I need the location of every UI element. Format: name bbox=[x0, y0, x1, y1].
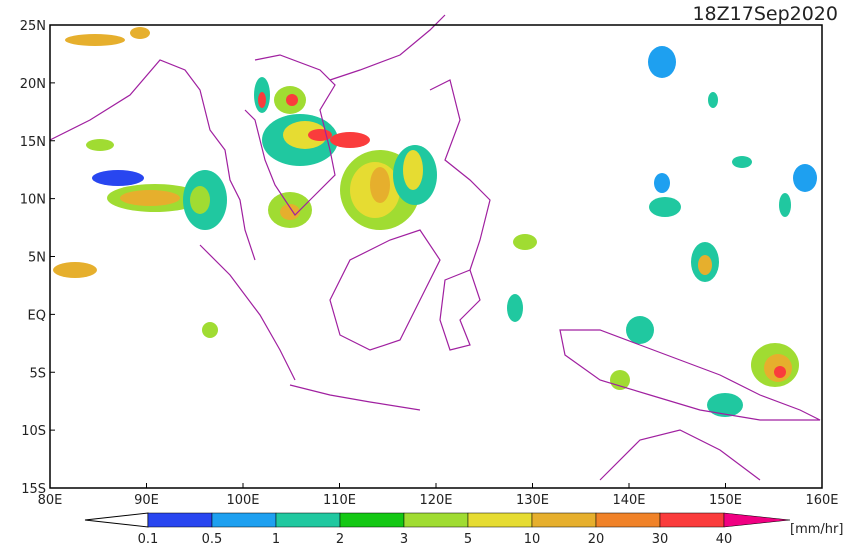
colorbar-label: 2 bbox=[336, 532, 344, 544]
colorbar-label: 0.1 bbox=[138, 532, 159, 544]
colorbar-cell bbox=[595, 512, 661, 528]
x-tick-label: 80E bbox=[38, 493, 63, 508]
colorbar-low bbox=[84, 512, 149, 528]
x-tick-label: 140E bbox=[612, 493, 645, 508]
colorbar-label: 5 bbox=[464, 532, 472, 544]
colorbar-label: 20 bbox=[588, 532, 605, 544]
y-tick-label: 15N bbox=[20, 135, 46, 150]
y-tick-label: 5S bbox=[29, 366, 46, 381]
map-title: 18Z17Sep2020 bbox=[692, 3, 838, 25]
y-tick-label: 25N bbox=[20, 19, 46, 34]
colorbar-cell bbox=[403, 512, 469, 528]
colorbar-label: 3 bbox=[400, 532, 408, 544]
y-tick-label: 15S bbox=[21, 482, 46, 497]
colorbar-unit: [mm/hr] bbox=[790, 522, 843, 537]
colorbar-label: 1 bbox=[272, 532, 280, 544]
x-tick-label: 90E bbox=[134, 493, 159, 508]
colorbar-cell bbox=[659, 512, 725, 528]
colorbar-cell bbox=[339, 512, 405, 528]
x-tick-label: 100E bbox=[226, 493, 259, 508]
rain-field bbox=[53, 27, 817, 417]
y-tick-label: 10S bbox=[21, 424, 46, 439]
y-tick-label: EQ bbox=[28, 308, 46, 323]
colorbar-label: 10 bbox=[524, 532, 541, 544]
x-tick-label: 120E bbox=[419, 493, 452, 508]
x-tick-label: 130E bbox=[516, 493, 549, 508]
x-tick-label: 110E bbox=[323, 493, 356, 508]
colorbar-cell bbox=[531, 512, 597, 528]
colorbar-cell bbox=[467, 512, 533, 528]
colorbar-high bbox=[723, 512, 791, 528]
colorbar-cell bbox=[211, 512, 277, 528]
colorbar-label: 0.5 bbox=[202, 532, 223, 544]
x-tick-label: 160E bbox=[805, 493, 838, 508]
y-tick-label: 20N bbox=[20, 77, 46, 92]
x-tick-label: 150E bbox=[709, 493, 742, 508]
colorbar-cell bbox=[147, 512, 213, 528]
colorbar-label: 30 bbox=[652, 532, 669, 544]
colorbar-cell bbox=[275, 512, 341, 528]
y-tick-label: 5N bbox=[28, 251, 46, 266]
colorbar-label: 40 bbox=[716, 532, 733, 544]
y-tick-label: 10N bbox=[20, 193, 46, 208]
